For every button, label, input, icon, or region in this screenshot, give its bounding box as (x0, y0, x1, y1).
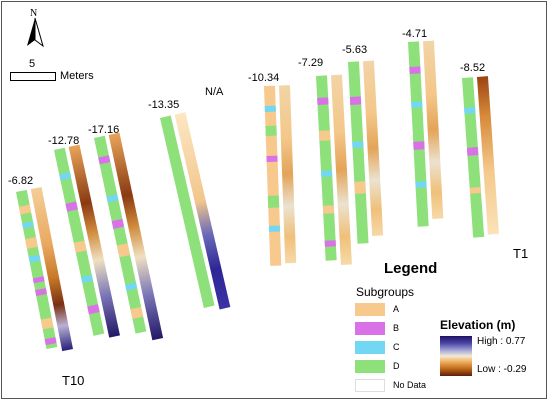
swatch-b (355, 322, 385, 335)
end-label-t10: T10 (62, 373, 85, 388)
scale-unit: Meters (60, 70, 94, 82)
legend-label-c: C (393, 342, 400, 352)
transect-label-t9: -12.78 (48, 135, 80, 147)
scale-bar (10, 72, 56, 81)
transect-label-t10: -6.82 (8, 175, 34, 187)
legend-label-nodata: No Data (393, 380, 427, 390)
transect-t4 (316, 74, 352, 265)
end-label-t1: T1 (513, 246, 529, 261)
elevation-low-label: Low : -0.29 (477, 364, 527, 375)
north-arrow-icon (27, 17, 44, 48)
transect-t8 (94, 132, 164, 341)
transect-label-t7: -13.35 (148, 99, 180, 111)
transect-t1 (462, 76, 499, 238)
swatch-nodata (355, 379, 385, 392)
legend-label-d: D (393, 361, 400, 371)
transect-label-t2: -4.71 (402, 28, 428, 40)
transect-label-t4: -7.29 (298, 57, 324, 69)
transect-t7 (160, 112, 231, 310)
elevation-title: Elevation (m) (440, 318, 516, 332)
transect-t2 (408, 40, 444, 227)
transect-label-t8: -17.16 (88, 124, 120, 136)
swatch-d (355, 360, 385, 373)
north-label: N (30, 8, 38, 19)
elevation-color-ramp (440, 336, 472, 376)
transect-t3 (348, 60, 384, 244)
legend-title: Legend (384, 260, 438, 277)
transect-label-t6: N/A (205, 86, 224, 98)
transect-t9 (54, 144, 120, 338)
transect-t10 (16, 187, 74, 352)
subgroups-title: Subgroups (356, 285, 415, 299)
swatch-a (355, 303, 385, 316)
transect-label-t3: -5.63 (342, 44, 368, 56)
transect-t5 (264, 85, 297, 266)
legend-label-b: B (393, 323, 400, 333)
transect-label-t1: -8.52 (460, 62, 486, 74)
legend-label-a: A (393, 304, 400, 314)
transect-label-t5: -10.34 (248, 72, 280, 84)
scale-value: 5 (29, 58, 36, 70)
swatch-c (355, 341, 385, 354)
elevation-high-label: High : 0.77 (477, 336, 526, 347)
